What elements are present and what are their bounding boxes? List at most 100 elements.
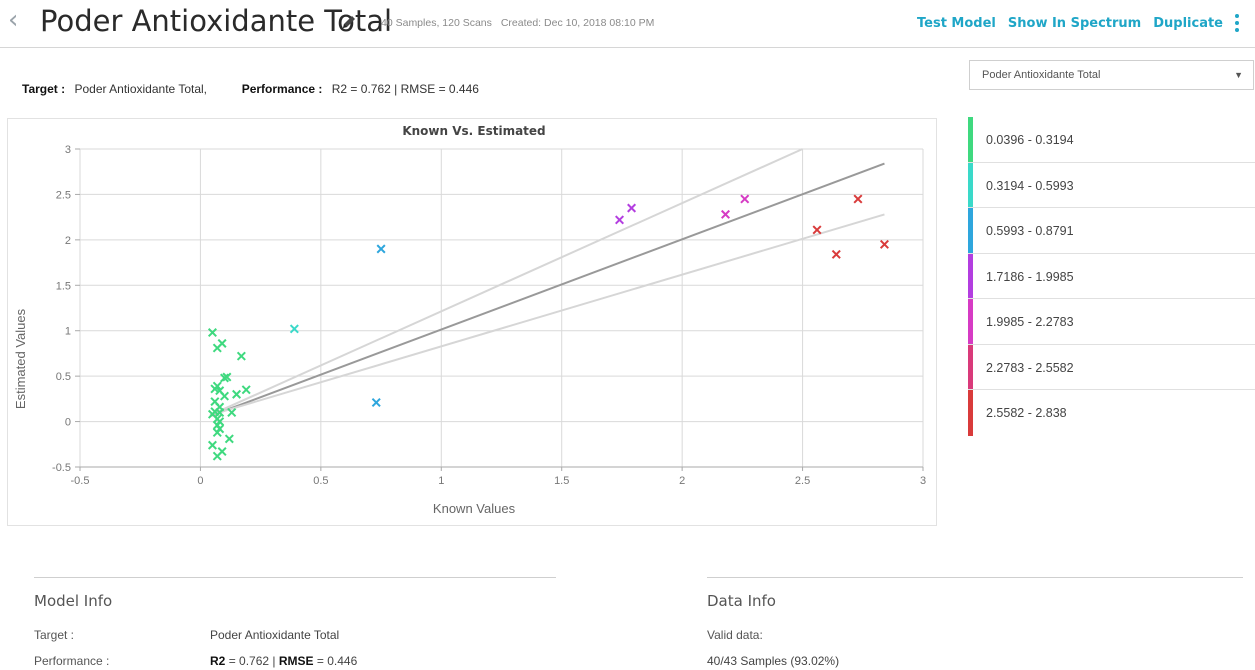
header-actions: Test Model Show In Spectrum Duplicate xyxy=(917,14,1241,32)
x-tick-label: 0.5 xyxy=(313,475,328,487)
data-point-stroke xyxy=(740,194,750,204)
known-vs-estimated-chart: -0.5 0 0.5 1 1.5 2 2.5 3 -0.5 0 0.5 1 1.5 2 2.5 3 Known… xyxy=(7,118,937,526)
data-point-stroke xyxy=(207,328,217,338)
data-point-stroke xyxy=(222,372,232,382)
fit-line xyxy=(209,162,885,418)
r2-label: R2 xyxy=(210,654,226,668)
valid-data-label: Valid data: xyxy=(707,628,763,642)
fit-line xyxy=(209,213,885,417)
created-date: Created: Dec 10, 2018 08:10 PM xyxy=(500,17,655,29)
y-tick-label: 0 xyxy=(65,417,71,429)
y-tick-label: -0.5 xyxy=(52,462,71,474)
legend-item[interactable]: 2.5582 - 2.838 xyxy=(968,390,1255,436)
chart-svg: -0.5 0 0.5 1 1.5 2 2.5 3 -0.5 0 0.5 1 1.5 2 2.5 3 Known… xyxy=(13,124,926,516)
rmse-label: RMSE xyxy=(278,654,314,668)
data-point xyxy=(220,391,230,401)
more-vertical-icon[interactable] xyxy=(1235,14,1241,32)
data-point-stroke xyxy=(220,373,230,383)
data-point xyxy=(207,328,217,338)
data-point xyxy=(217,338,227,348)
model-info-target-label: Target : xyxy=(34,628,75,642)
legend-item[interactable]: 2.2783 - 2.5582 xyxy=(968,344,1255,390)
valid-data-value: 40/43 Samples (93.02%) xyxy=(707,654,840,668)
legend-swatch xyxy=(968,162,973,207)
model-info-target-value: Poder Antioxidante Total xyxy=(210,628,340,642)
duplicate-link[interactable]: Duplicate xyxy=(1153,15,1223,31)
data-point-stroke xyxy=(241,385,251,395)
data-point xyxy=(853,194,863,204)
chart-x-axis-label: Known Values xyxy=(433,501,516,516)
data-info-title: Data Info xyxy=(707,592,776,610)
legend-item[interactable]: 0.3194 - 0.5993 xyxy=(968,162,1255,208)
y-tick-label: 0.5 xyxy=(56,371,71,383)
chart-y-axis-label: Estimated Values xyxy=(13,308,28,409)
model-info-performance-label: Performance : xyxy=(34,654,110,668)
data-point xyxy=(289,324,299,334)
data-point-stroke xyxy=(627,203,637,213)
data-point-stroke xyxy=(236,351,246,361)
y-tick-label: 1.5 xyxy=(56,280,71,292)
data-point-stroke xyxy=(212,451,222,461)
legend-swatch xyxy=(968,390,973,436)
pencil-edit-icon[interactable] xyxy=(340,13,358,31)
legend-label: 2.5582 - 2.838 xyxy=(986,406,1067,420)
show-in-spectrum-link[interactable]: Show In Spectrum xyxy=(1007,15,1142,31)
legend-swatch xyxy=(968,299,973,344)
y-tick-label: 3 xyxy=(65,144,71,156)
x-tick-label: 1 xyxy=(438,475,444,487)
data-point xyxy=(212,451,222,461)
legend-item[interactable]: 0.0396 - 0.3194 xyxy=(968,117,1255,163)
dropdown-caret-icon: ▼ xyxy=(1234,70,1243,80)
data-point-stroke xyxy=(212,427,222,437)
data-point xyxy=(371,397,381,407)
data-point-stroke xyxy=(615,215,625,225)
data-point xyxy=(232,389,242,399)
color-range-legend: 0.0396 - 0.3194 0.3194 - 0.5993 0.5993 - 0… xyxy=(968,117,1255,436)
model-info-title: Model Info xyxy=(34,592,113,610)
data-point xyxy=(222,372,232,382)
data-point xyxy=(212,381,222,391)
legend-item[interactable]: 1.9985 - 2.2783 xyxy=(968,299,1255,345)
legend-label: 2.2783 - 2.5582 xyxy=(986,360,1074,375)
data-point-stroke xyxy=(831,249,841,259)
data-point-stroke xyxy=(289,324,299,334)
summary-performance-label: Performance : xyxy=(241,82,323,96)
back-chevron-icon[interactable]: ‹ xyxy=(8,5,19,35)
r2-value: = 0.762 | xyxy=(228,654,276,668)
data-point-stroke xyxy=(220,391,230,401)
data-point-stroke xyxy=(212,381,222,391)
data-point-stroke xyxy=(224,434,234,444)
summary-performance-value: R2 = 0.762 | RMSE = 0.446 xyxy=(331,82,479,96)
x-tick-label: 2.5 xyxy=(795,475,810,487)
legend-swatch xyxy=(968,117,973,162)
legend-item[interactable]: 0.5993 - 0.8791 xyxy=(968,208,1255,254)
rmse-value: = 0.446 xyxy=(316,654,358,668)
page-header: ‹ Poder Antioxidante Total 40 Samples, 1… xyxy=(0,0,1255,48)
data-point xyxy=(227,407,237,417)
y-tick-label: 1 xyxy=(65,326,71,338)
x-tick-label: -0.5 xyxy=(71,475,90,487)
data-point xyxy=(740,194,750,204)
legend-swatch xyxy=(968,253,973,298)
summary-target-value: Poder Antioxidante Total, xyxy=(74,82,208,96)
x-tick-label: 0 xyxy=(197,475,203,487)
data-point xyxy=(241,385,251,395)
model-meta: 40 Samples, 120 Scans Created: Dec 10, 2… xyxy=(381,17,660,29)
target-select-value: Poder Antioxidante Total xyxy=(982,69,1101,81)
data-point-stroke xyxy=(210,397,220,407)
test-model-link[interactable]: Test Model xyxy=(917,15,996,31)
data-point xyxy=(879,239,889,249)
data-point xyxy=(627,203,637,213)
data-point-stroke xyxy=(215,407,225,417)
data-point-stroke xyxy=(720,209,731,219)
legend-item[interactable]: 1.7186 - 1.9985 xyxy=(968,253,1255,299)
target-select[interactable]: Poder Antioxidante Total ▼ xyxy=(969,60,1254,90)
fit-line xyxy=(209,148,803,417)
data-point-stroke xyxy=(879,239,889,249)
data-point-stroke xyxy=(207,440,217,450)
x-tick-label: 2 xyxy=(679,475,685,487)
data-point-stroke xyxy=(215,386,225,396)
summary-target-label: Target : xyxy=(22,82,66,96)
model-summary: Target : Poder Antioxidante Total, Perfo… xyxy=(22,82,479,96)
data-point-stroke xyxy=(371,397,381,407)
